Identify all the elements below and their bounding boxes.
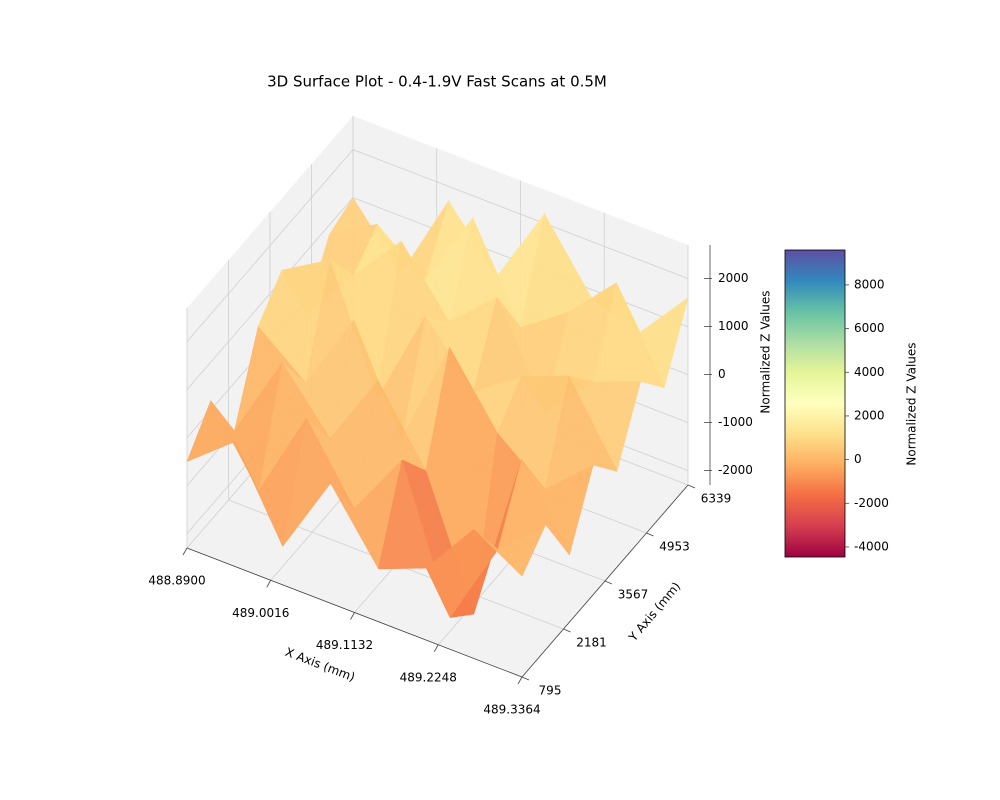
surface-cell <box>473 524 547 577</box>
x-tick <box>350 612 355 620</box>
colorbar <box>784 249 846 558</box>
chart-title: 3D Surface Plot - 0.4-1.9V Fast Scans at… <box>267 73 607 91</box>
x-tick-label: 489.3364 <box>483 703 540 717</box>
colorbar-label: Normalized Z Values <box>905 342 919 465</box>
colorbar-tick-label: 4000 <box>854 365 885 379</box>
y-tick-label: 795 <box>539 684 562 698</box>
z-tick-label: -2000 <box>718 463 753 477</box>
colorbar-tick-label: 8000 <box>854 277 885 291</box>
y-tick-label: 6339 <box>701 492 732 506</box>
grid-line <box>186 149 689 342</box>
x-tick <box>182 547 188 556</box>
surface <box>186 197 689 619</box>
x-tick-label: 489.2248 <box>400 670 457 684</box>
colorbar-tick-label: 2000 <box>854 408 885 422</box>
x-tick-label: 489.0016 <box>232 606 289 620</box>
x-tick <box>266 580 272 588</box>
z-tick-label: 2000 <box>718 271 749 285</box>
y-tick <box>687 484 696 489</box>
y-tick <box>563 628 571 633</box>
z-tick-label: 1000 <box>718 319 749 333</box>
x-tick <box>517 676 523 685</box>
colorbar-tick-label: 6000 <box>854 321 885 335</box>
colorbar-tick-label: 0 <box>854 452 862 466</box>
z-tick-label: 0 <box>718 367 726 381</box>
y-tick-label: 2181 <box>576 636 607 650</box>
y-tick-label: 4953 <box>659 540 690 554</box>
colorbar-tick-label: -2000 <box>854 496 889 510</box>
z-tick-label: -1000 <box>718 415 753 429</box>
y-tick-label: 3567 <box>618 588 649 602</box>
x-tick-label: 489.1132 <box>316 638 373 652</box>
x-tick <box>433 644 439 652</box>
y-tick <box>521 676 530 681</box>
y-tick <box>646 532 654 537</box>
y-tick <box>604 580 613 585</box>
z-axis-label: Normalized Z Values <box>759 290 773 413</box>
x-tick-label: 488.8900 <box>148 574 205 588</box>
colorbar-tick-label: -4000 <box>854 539 889 553</box>
